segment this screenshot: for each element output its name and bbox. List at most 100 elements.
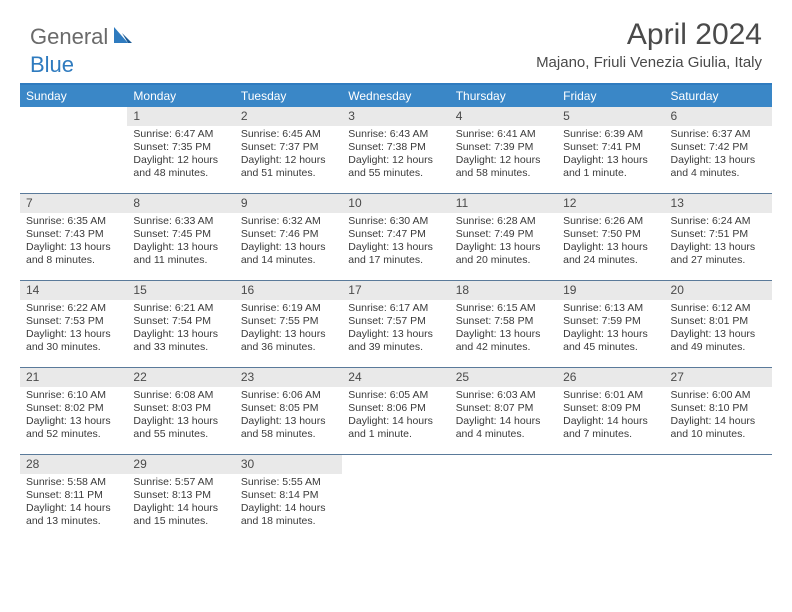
day-text: Sunrise: 5:55 AMSunset: 8:14 PMDaylight:… [235, 474, 342, 533]
day-text-line: Daylight: 13 hours [241, 415, 336, 428]
day-number: 26 [557, 368, 664, 387]
day-text: Sunrise: 6:28 AMSunset: 7:49 PMDaylight:… [450, 213, 557, 272]
day-text-line: Sunset: 8:07 PM [456, 402, 551, 415]
calendar-cell: 3Sunrise: 6:43 AMSunset: 7:38 PMDaylight… [342, 107, 449, 193]
day-text-line: Sunset: 8:06 PM [348, 402, 443, 415]
day-text-line: Daylight: 12 hours [456, 154, 551, 167]
day-text: Sunrise: 6:41 AMSunset: 7:39 PMDaylight:… [450, 126, 557, 185]
day-text-line: Sunrise: 6:10 AM [26, 389, 121, 402]
title-block: April 2024 Majano, Friuli Venezia Giulia… [536, 18, 762, 71]
calendar-header-cell: Sunday [20, 85, 127, 107]
day-text-line: Sunrise: 6:45 AM [241, 128, 336, 141]
calendar-cell: 4Sunrise: 6:41 AMSunset: 7:39 PMDaylight… [450, 107, 557, 193]
day-number: 15 [127, 281, 234, 300]
day-number: 28 [20, 455, 127, 474]
day-number: 20 [665, 281, 772, 300]
day-text-line: Daylight: 13 hours [456, 241, 551, 254]
calendar-cell: 2Sunrise: 6:45 AMSunset: 7:37 PMDaylight… [235, 107, 342, 193]
day-text-line: and 24 minutes. [563, 254, 658, 267]
day-text-line: Daylight: 12 hours [348, 154, 443, 167]
day-number: 22 [127, 368, 234, 387]
day-text: Sunrise: 6:43 AMSunset: 7:38 PMDaylight:… [342, 126, 449, 185]
day-text-line: Sunset: 7:46 PM [241, 228, 336, 241]
day-text: Sunrise: 6:19 AMSunset: 7:55 PMDaylight:… [235, 300, 342, 359]
location-text: Majano, Friuli Venezia Giulia, Italy [536, 54, 762, 71]
calendar-cell: 15Sunrise: 6:21 AMSunset: 7:54 PMDayligh… [127, 281, 234, 367]
day-text-line: Sunrise: 6:30 AM [348, 215, 443, 228]
brand-text-blue-wrap: Blue [30, 52, 74, 78]
calendar-cell: 27Sunrise: 6:00 AMSunset: 8:10 PMDayligh… [665, 368, 772, 454]
day-text-line: and 7 minutes. [563, 428, 658, 441]
day-number: 12 [557, 194, 664, 213]
day-text-line: Sunrise: 6:00 AM [671, 389, 766, 402]
header: General April 2024 Majano, Friuli Venezi… [0, 0, 792, 75]
calendar-cell: 20Sunrise: 6:12 AMSunset: 8:01 PMDayligh… [665, 281, 772, 367]
day-text-line: and 45 minutes. [563, 341, 658, 354]
day-number: 5 [557, 107, 664, 126]
calendar-cell: 17Sunrise: 6:17 AMSunset: 7:57 PMDayligh… [342, 281, 449, 367]
day-text-line: Daylight: 14 hours [348, 415, 443, 428]
day-text-line: Sunset: 7:45 PM [133, 228, 228, 241]
calendar-cell [20, 107, 127, 193]
day-text-line: Sunrise: 6:19 AM [241, 302, 336, 315]
day-text-line: Sunset: 7:58 PM [456, 315, 551, 328]
calendar-cell: 23Sunrise: 6:06 AMSunset: 8:05 PMDayligh… [235, 368, 342, 454]
day-text-line: Daylight: 14 hours [133, 502, 228, 515]
day-number: 7 [20, 194, 127, 213]
day-text: Sunrise: 6:12 AMSunset: 8:01 PMDaylight:… [665, 300, 772, 359]
day-text: Sunrise: 6:00 AMSunset: 8:10 PMDaylight:… [665, 387, 772, 446]
day-text-line: Daylight: 14 hours [456, 415, 551, 428]
day-text-line: and 30 minutes. [26, 341, 121, 354]
day-text: Sunrise: 6:01 AMSunset: 8:09 PMDaylight:… [557, 387, 664, 446]
day-text-line: Sunrise: 6:32 AM [241, 215, 336, 228]
day-text: Sunrise: 6:47 AMSunset: 7:35 PMDaylight:… [127, 126, 234, 185]
day-text-line: Sunset: 7:51 PM [671, 228, 766, 241]
day-number: 9 [235, 194, 342, 213]
day-number: 23 [235, 368, 342, 387]
day-text-line: Daylight: 13 hours [133, 241, 228, 254]
day-text-line: Daylight: 13 hours [241, 328, 336, 341]
day-number: 29 [127, 455, 234, 474]
day-text-line: and 58 minutes. [241, 428, 336, 441]
day-text-line: Sunset: 7:54 PM [133, 315, 228, 328]
day-text: Sunrise: 6:21 AMSunset: 7:54 PMDaylight:… [127, 300, 234, 359]
calendar-cell [665, 455, 772, 541]
day-text-line: Sunrise: 6:05 AM [348, 389, 443, 402]
day-text: Sunrise: 6:05 AMSunset: 8:06 PMDaylight:… [342, 387, 449, 446]
day-text: Sunrise: 6:13 AMSunset: 7:59 PMDaylight:… [557, 300, 664, 359]
day-text: Sunrise: 6:10 AMSunset: 8:02 PMDaylight:… [20, 387, 127, 446]
month-title: April 2024 [536, 18, 762, 52]
day-text-line: Daylight: 13 hours [241, 241, 336, 254]
calendar-cell [342, 455, 449, 541]
day-text-line: Sunrise: 6:12 AM [671, 302, 766, 315]
day-text-line: and 4 minutes. [456, 428, 551, 441]
calendar: SundayMondayTuesdayWednesdayThursdayFrid… [20, 83, 772, 541]
day-text-line: Sunset: 7:37 PM [241, 141, 336, 154]
day-text-line: Sunset: 8:11 PM [26, 489, 121, 502]
day-text-line: Daylight: 12 hours [133, 154, 228, 167]
calendar-header-cell: Monday [127, 85, 234, 107]
day-text-line: Sunrise: 6:17 AM [348, 302, 443, 315]
calendar-cell: 29Sunrise: 5:57 AMSunset: 8:13 PMDayligh… [127, 455, 234, 541]
day-number: 25 [450, 368, 557, 387]
day-text: Sunrise: 6:30 AMSunset: 7:47 PMDaylight:… [342, 213, 449, 272]
day-text-line: Sunset: 8:14 PM [241, 489, 336, 502]
day-text-line: and 1 minute. [348, 428, 443, 441]
day-text-line: Daylight: 14 hours [563, 415, 658, 428]
day-number: 2 [235, 107, 342, 126]
day-number: 4 [450, 107, 557, 126]
day-text-line: Sunset: 7:49 PM [456, 228, 551, 241]
calendar-header-cell: Thursday [450, 85, 557, 107]
calendar-header-row: SundayMondayTuesdayWednesdayThursdayFrid… [20, 85, 772, 107]
day-number: 3 [342, 107, 449, 126]
day-text-line: and 8 minutes. [26, 254, 121, 267]
day-text-line: and 48 minutes. [133, 167, 228, 180]
day-number: 11 [450, 194, 557, 213]
day-number: 1 [127, 107, 234, 126]
day-text-line: Sunrise: 6:33 AM [133, 215, 228, 228]
day-text-line: Sunrise: 6:22 AM [26, 302, 121, 315]
day-text-line: Daylight: 13 hours [348, 328, 443, 341]
day-text-line: Sunset: 7:38 PM [348, 141, 443, 154]
calendar-cell: 8Sunrise: 6:33 AMSunset: 7:45 PMDaylight… [127, 194, 234, 280]
calendar-cell: 22Sunrise: 6:08 AMSunset: 8:03 PMDayligh… [127, 368, 234, 454]
